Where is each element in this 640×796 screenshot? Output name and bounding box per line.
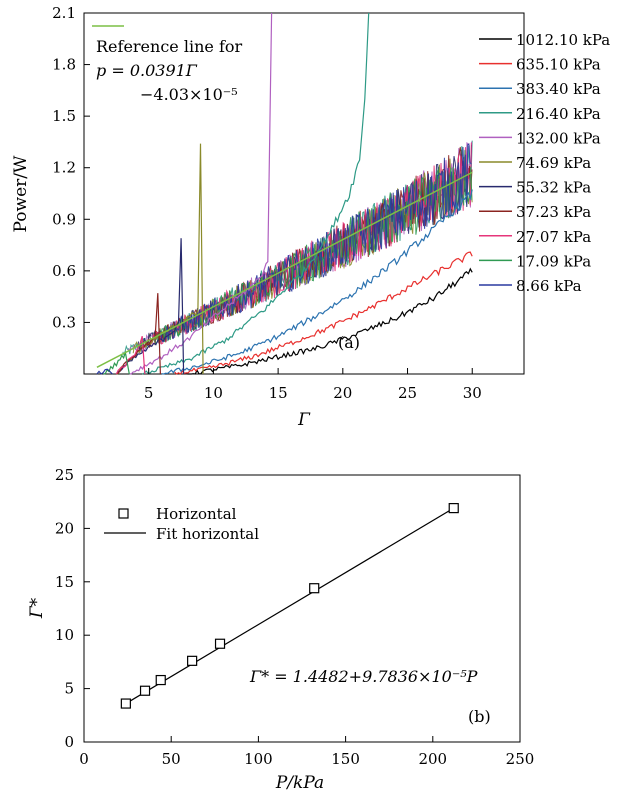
reference-line: [96, 171, 473, 368]
fit-line: [125, 507, 455, 705]
y-tick-label-a: 1.8: [52, 56, 76, 74]
noisy-series-band: [122, 140, 473, 357]
x-tick-label-b: 150: [331, 750, 360, 768]
y-tick-label-b: 20: [55, 519, 74, 537]
data-point-square: [309, 583, 320, 594]
data-point-square: [155, 674, 166, 686]
series-line: [187, 267, 473, 375]
x-tick-label-b: 50: [162, 750, 181, 768]
panel-b: 0 50 100 150 200 250 0 5 10 15 20 25 P/kPa Γ* Γ* = …: [27, 466, 534, 793]
legend-label-a: 216.40 kPa: [516, 105, 601, 123]
x-tick-label-a: 10: [204, 384, 223, 402]
data-point-square: [139, 685, 151, 696]
data-point-square: [214, 638, 226, 649]
series-line: [115, 336, 146, 375]
legend-label-a: 635.10 kPa: [516, 56, 601, 74]
series-line: [96, 368, 113, 375]
axis-ticks-a: 5 10 15 20 25 30 0.3 0.6 0.9 1.2 1.5 1.8 2.1: [52, 4, 482, 402]
legend-marker-horizontal: [118, 508, 129, 519]
noisy-line: [158, 143, 472, 343]
reference-legend-line2: p = 0.0391Γ: [96, 61, 198, 80]
reference-legend-line3: −4.03×10⁻⁵: [140, 85, 238, 104]
y-tick-label-a: 1.2: [52, 159, 76, 177]
data-point-square: [448, 503, 459, 514]
x-axis-label-a: Γ: [297, 410, 311, 430]
x-tick-label-a: 15: [269, 384, 288, 402]
series-b: [120, 503, 459, 709]
legend-label-fit: Fit horizontal: [156, 525, 259, 543]
plot-frame-b: [83, 474, 521, 743]
y-tick-label-b: 0: [64, 733, 74, 751]
plot-frame-a: [83, 12, 525, 375]
series-line: [174, 251, 473, 375]
y-tick-label-b: 10: [55, 626, 74, 644]
series-lines-a: [96, 12, 473, 375]
y-tick-label-a: 0.9: [52, 210, 76, 228]
y-tick-label-a: 1.5: [52, 107, 76, 125]
y-tick-label-a: 0.6: [52, 262, 76, 280]
legend-label-a: 1012.10 kPa: [516, 31, 610, 49]
y-tick-label-a: 0.3: [52, 313, 76, 331]
series-line: [141, 12, 370, 375]
x-tick-label-b: 100: [244, 750, 273, 768]
series-line: [161, 189, 473, 375]
x-tick-label-a: 5: [144, 384, 154, 402]
legend-label-a: 27.07 kPa: [516, 228, 591, 246]
reference-line-path: [96, 171, 473, 368]
x-tick-label-b: 200: [418, 750, 447, 768]
legend-label-a: 55.32 kPa: [516, 179, 591, 197]
y-tick-label-b: 25: [55, 466, 74, 484]
legend-label-a: 132.00 kPa: [516, 129, 601, 147]
y-axis-label-a: Power/W: [11, 155, 31, 232]
reference-legend-line1: Reference line for: [96, 37, 242, 56]
legend-label-a: 17.09 kPa: [516, 252, 591, 270]
panel-label-a: (a): [338, 333, 360, 352]
panel-label-b: (b): [468, 707, 491, 726]
y-tick-label-b: 5: [64, 680, 74, 698]
axis-ticks-b: 0 50 100 150 200 250 0 5 10 15 20 25: [55, 466, 534, 768]
series-line: [129, 12, 273, 375]
data-point-square: [187, 655, 198, 666]
series-line: [115, 238, 185, 375]
fit-equation: Γ* = 1.4482+9.7836×10⁻⁵P: [249, 667, 478, 686]
x-tick-label-b: 0: [79, 750, 89, 768]
data-point-square: [120, 698, 131, 709]
series-line: [103, 350, 130, 375]
y-tick-label-a: 2.1: [52, 4, 76, 22]
series-line: [116, 143, 204, 375]
x-tick-label-a: 20: [333, 384, 352, 402]
legend-label-a: 383.40 kPa: [516, 80, 601, 98]
legend-label-a: 37.23 kPa: [516, 203, 591, 221]
legend-label-a: 74.69 kPa: [516, 154, 591, 172]
x-tick-label-a: 25: [398, 384, 417, 402]
legend-label-a: 8.66 kPa: [516, 277, 582, 295]
x-tick-label-b: 250: [506, 750, 535, 768]
y-tick-label-b: 15: [55, 573, 74, 591]
y-axis-label-b: Γ*: [27, 597, 47, 619]
panel-a: 5 10 15 20 25 30 0.3 0.6 0.9 1.2 1.5 1.8 2.1 Γ Power…: [11, 4, 610, 430]
x-tick-label-a: 30: [463, 384, 482, 402]
legend-a: 1012.10 kPa 635.10 kPa 383.40 kPa 216.40 kP…: [479, 31, 610, 295]
legend-label-horizontal: Horizontal: [156, 505, 237, 523]
x-axis-label-b: P/kPa: [275, 773, 324, 793]
